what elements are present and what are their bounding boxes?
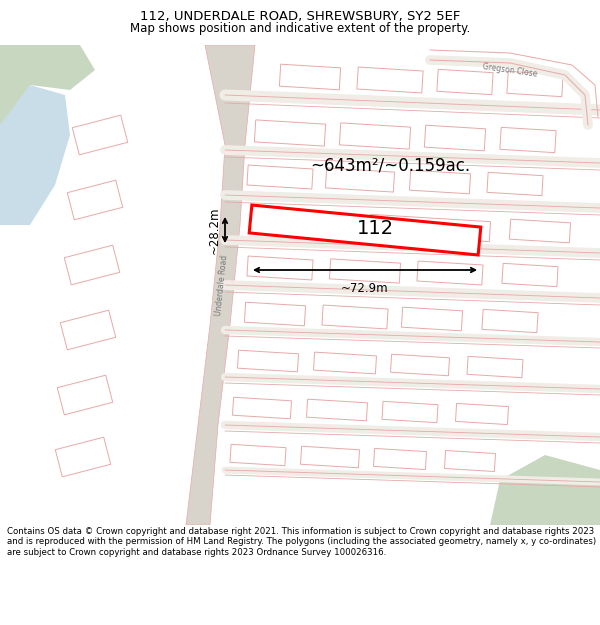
Polygon shape (467, 356, 523, 377)
Polygon shape (0, 45, 95, 125)
Polygon shape (455, 403, 509, 424)
Text: Gregson Close: Gregson Close (482, 62, 538, 78)
Polygon shape (401, 307, 463, 331)
Polygon shape (280, 64, 341, 90)
Text: 112, UNDERDALE ROAD, SHREWSBURY, SY2 5EF: 112, UNDERDALE ROAD, SHREWSBURY, SY2 5EF (140, 10, 460, 23)
Text: ~28.2m: ~28.2m (208, 206, 221, 254)
Polygon shape (254, 120, 326, 146)
Polygon shape (247, 256, 313, 280)
Polygon shape (230, 444, 286, 466)
Polygon shape (502, 263, 558, 287)
Text: 112: 112 (356, 219, 394, 238)
Polygon shape (322, 305, 388, 329)
Polygon shape (329, 259, 401, 283)
Polygon shape (357, 67, 423, 93)
Polygon shape (424, 125, 485, 151)
Polygon shape (249, 205, 481, 255)
Polygon shape (0, 85, 70, 225)
Text: ~72.9m: ~72.9m (341, 282, 389, 295)
Polygon shape (247, 165, 313, 189)
Polygon shape (382, 401, 438, 422)
Polygon shape (500, 127, 556, 152)
Polygon shape (417, 261, 483, 285)
Polygon shape (64, 245, 120, 285)
Polygon shape (257, 211, 323, 235)
Polygon shape (437, 69, 493, 94)
Polygon shape (314, 352, 376, 374)
Polygon shape (482, 309, 538, 332)
Polygon shape (487, 173, 543, 196)
Polygon shape (238, 350, 298, 372)
Polygon shape (186, 45, 255, 525)
Text: Contains OS data © Crown copyright and database right 2021. This information is : Contains OS data © Crown copyright and d… (7, 527, 596, 557)
Polygon shape (507, 71, 563, 97)
Polygon shape (445, 451, 496, 471)
Polygon shape (55, 437, 111, 477)
Polygon shape (244, 302, 305, 326)
Polygon shape (72, 115, 128, 155)
Polygon shape (409, 170, 470, 194)
Text: Map shows position and indicative extent of the property.: Map shows position and indicative extent… (130, 22, 470, 35)
Polygon shape (67, 180, 123, 220)
Polygon shape (307, 399, 367, 421)
Polygon shape (60, 310, 116, 350)
Polygon shape (325, 168, 395, 192)
Polygon shape (301, 446, 359, 468)
Text: ~643m²/~0.159ac.: ~643m²/~0.159ac. (310, 156, 470, 174)
Text: Underdale Road: Underdale Road (214, 254, 230, 316)
Polygon shape (373, 448, 427, 469)
Polygon shape (340, 123, 410, 149)
Polygon shape (370, 214, 490, 242)
Polygon shape (391, 354, 449, 376)
Polygon shape (490, 455, 600, 525)
Polygon shape (509, 219, 571, 243)
Polygon shape (57, 375, 113, 415)
Polygon shape (233, 398, 292, 419)
